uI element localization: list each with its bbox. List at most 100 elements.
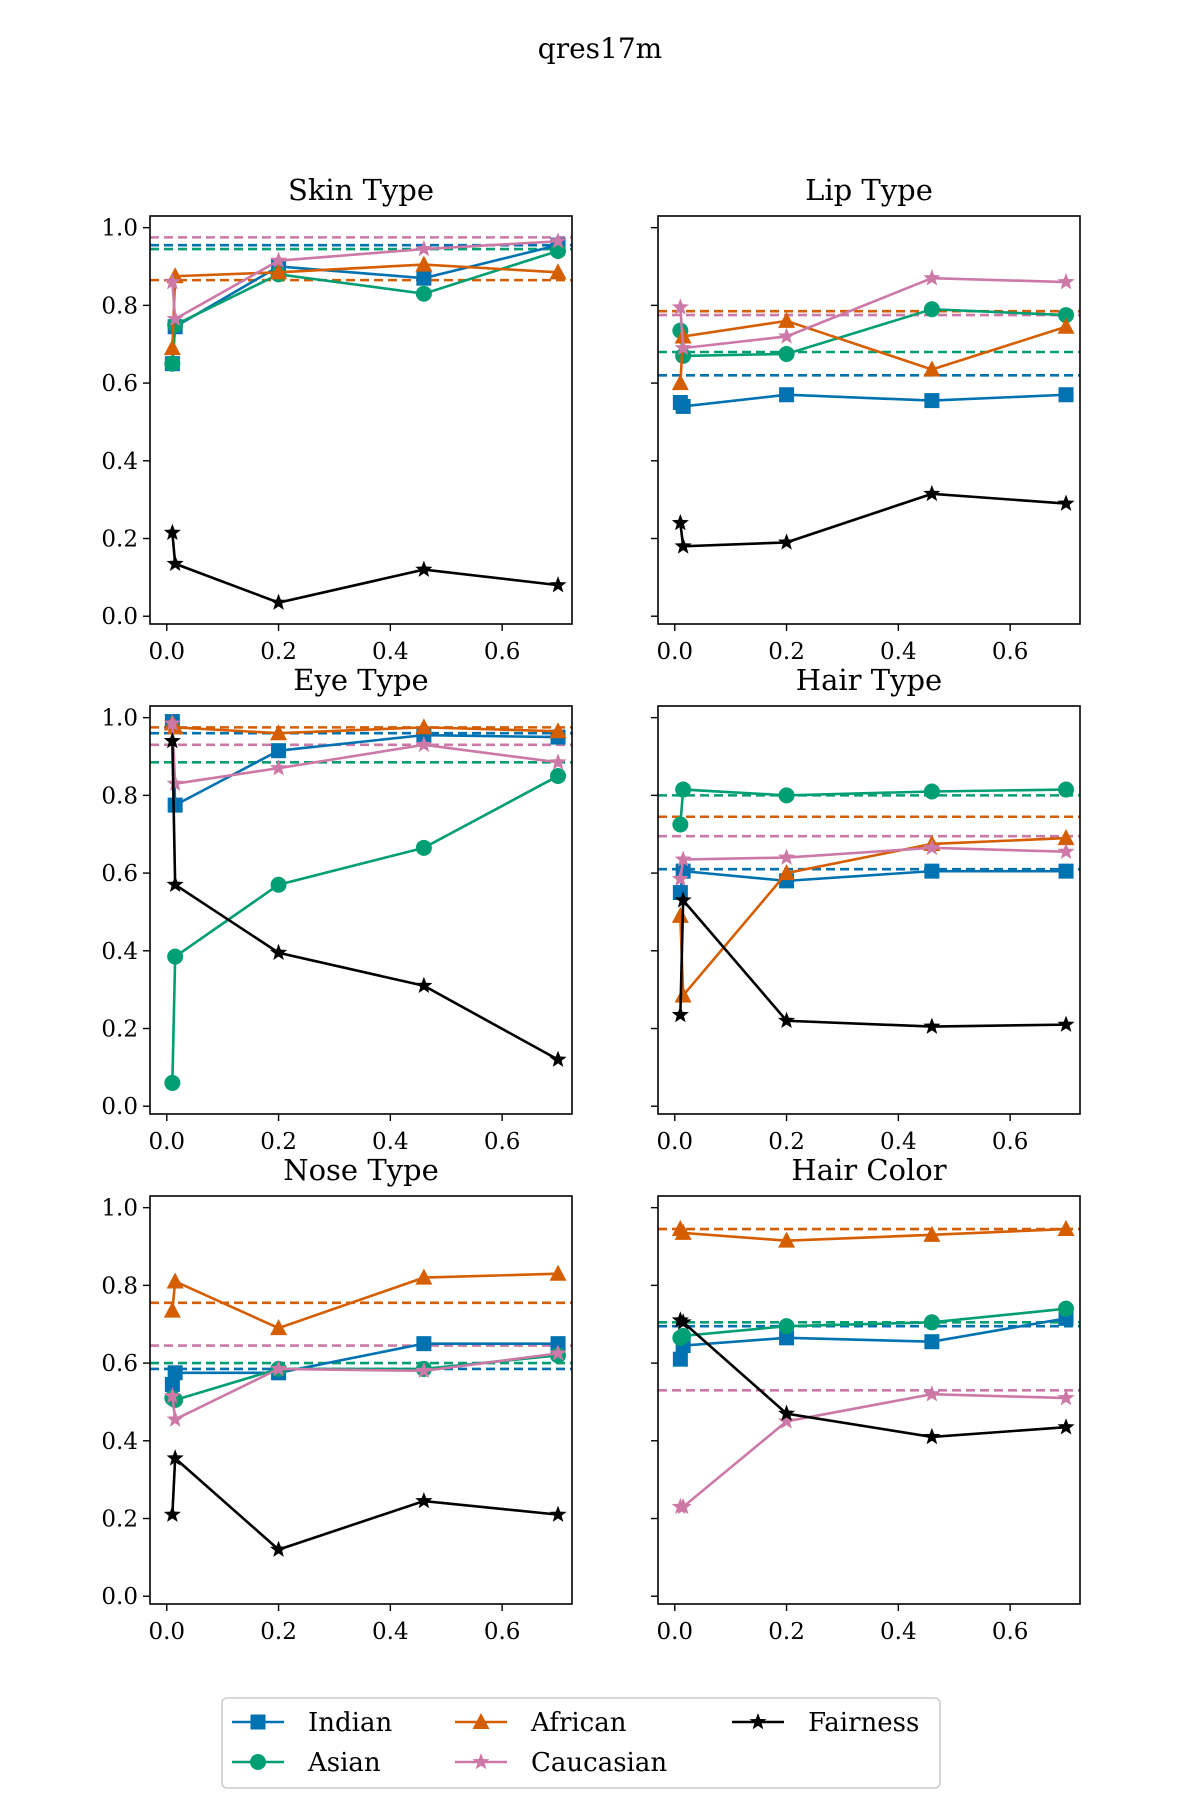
data-point [923,838,941,856]
data-point [674,537,692,554]
y-tick-label: 1.0 [101,706,138,732]
data-point [166,774,184,791]
data-point [923,1225,941,1242]
series-indian [164,237,566,372]
y-tick-label: 0.2 [101,527,138,553]
series-asian [164,242,567,372]
data-point [415,285,432,302]
y-tick-label: 0.2 [101,1017,138,1043]
x-tick-label: 0.2 [260,639,297,665]
x-tick-label: 0.6 [992,1619,1029,1645]
data-point [1057,842,1075,859]
x-tick-label: 0.0 [656,1619,693,1645]
y-tick-label: 0.8 [101,293,138,319]
data-point [924,863,940,879]
panel-nose-type: Nose Type 0.0 0.2 0.4 0.6 0.8 1.0 0.0 0.2 0.4 0.6 [101,1153,573,1645]
x-tick-label: 0.6 [992,639,1029,665]
data-point [550,242,567,259]
data-point [674,850,692,867]
legend-label: Caucasian [531,1748,667,1778]
data-point [923,269,941,286]
data-point [1057,273,1075,290]
data-point [415,839,432,856]
data-point [166,1272,184,1289]
series-indian [672,1310,1074,1367]
y-tick-label: 0.2 [101,1507,138,1533]
series-caucasian [163,714,567,791]
panel-title: Nose Type [283,1153,439,1187]
series-caucasian [671,1385,1075,1515]
data-point [167,1365,183,1381]
data-point [923,1385,941,1402]
legend: Indian African Fairness Asian Caucasian [221,1697,941,1789]
series-fairness [163,1449,567,1557]
series-indian [672,387,1074,414]
series-line [679,393,1067,408]
data-point [923,1017,941,1034]
axes-frame [657,1195,1081,1605]
data-point [163,714,181,731]
y-tick-label: 1.0 [101,1196,138,1222]
data-point [163,731,181,749]
data-point [166,1410,184,1427]
data-point [778,1231,796,1248]
x-tick-label: 0.4 [372,1129,409,1155]
data-point [270,593,288,610]
data-point [415,1268,433,1285]
y-tick-label: 0.4 [101,939,138,965]
data-point [415,240,433,257]
series-line [171,532,559,604]
y-tick-label: 0.4 [101,449,138,475]
legend-marker [749,1713,767,1730]
x-tick-label: 0.0 [148,1129,185,1155]
legend-item-asian: Asian [232,1748,381,1778]
data-point [1057,1220,1075,1237]
series-african [163,255,567,356]
series-african [671,829,1075,1003]
data-point [270,759,288,776]
data-point [674,1313,692,1330]
legend-item-indian: Indian [232,1708,392,1738]
x-tick-label: 0.6 [484,639,521,665]
data-point [270,251,288,268]
data-point [778,864,796,881]
data-point [549,1505,567,1522]
data-point [671,906,689,923]
data-point [1057,1418,1075,1435]
data-point [779,387,795,403]
data-point [778,1412,796,1429]
data-point [674,339,692,356]
data-point [1058,863,1074,879]
data-point [1058,387,1074,403]
series-line [679,836,1067,999]
data-point [778,345,795,362]
series-caucasian [671,269,1075,356]
data-point [163,339,181,356]
x-tick-label: 0.6 [992,1129,1029,1155]
data-point [1058,781,1075,798]
legend-marker [250,1754,266,1770]
series-line [171,263,559,349]
legend-item-fairness: Fairness [732,1708,919,1738]
data-point [923,1314,940,1331]
data-point [270,724,288,741]
panel-hair-color: Hair Color 0.0 0.2 0.4 0.6 [651,1153,1081,1645]
data-point [166,1449,184,1466]
panel-title: Lip Type [805,173,933,207]
y-tick-label: 0.8 [101,783,138,809]
data-point [549,1050,567,1067]
data-point [778,1011,796,1029]
data-point [163,1301,181,1318]
x-tick-label: 0.0 [656,1129,693,1155]
data-point [923,484,941,502]
data-point [672,816,689,833]
data-point [415,1361,433,1379]
data-point [1057,1015,1075,1032]
data-point [270,263,288,280]
y-tick-label: 0.0 [101,604,138,630]
data-point [549,576,567,593]
data-point [270,1540,288,1557]
series-line [171,243,559,364]
data-point [270,1319,288,1336]
